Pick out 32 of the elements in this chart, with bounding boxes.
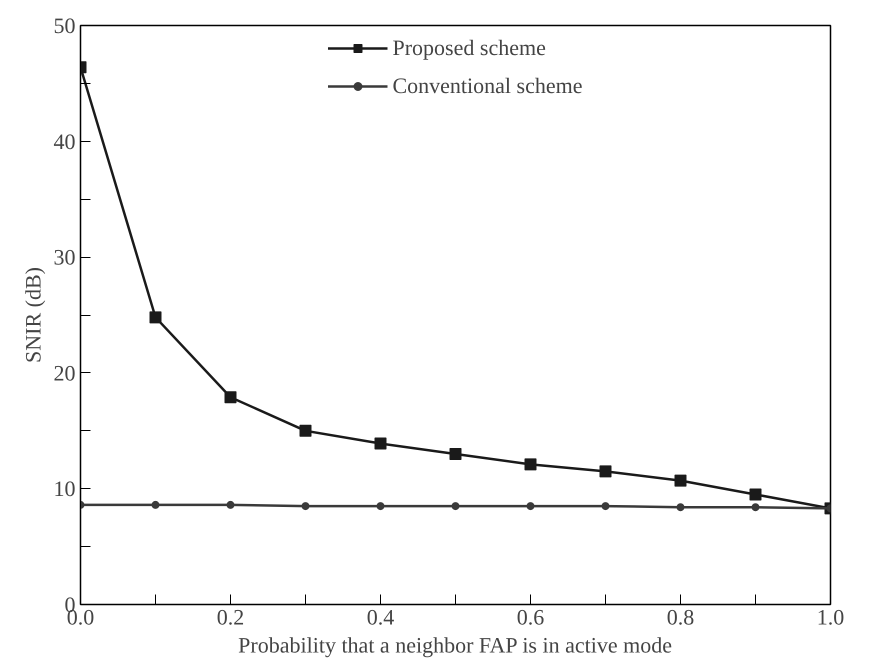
point xyxy=(226,500,234,509)
point xyxy=(150,311,162,324)
legend-label: Proposed scheme xyxy=(392,35,546,61)
point xyxy=(526,502,534,510)
point xyxy=(600,465,612,478)
point xyxy=(376,502,384,510)
point xyxy=(602,502,610,510)
point xyxy=(450,448,462,460)
point xyxy=(674,474,686,487)
y-tick-label: 20 xyxy=(54,360,76,386)
point xyxy=(524,458,536,470)
y-tick-label: 10 xyxy=(54,476,76,502)
y-tick-label: 40 xyxy=(54,128,76,154)
point xyxy=(302,502,310,510)
point xyxy=(374,438,386,450)
x-tick-label: 1.0 xyxy=(816,604,844,630)
legend-label: Conventional scheme xyxy=(392,73,583,99)
point xyxy=(300,424,312,437)
x-axis-title: Probability that a neighbor FAP is in active mode xyxy=(238,632,672,658)
x-tick-label: 0.2 xyxy=(216,604,244,630)
x-tick-label: 0.8 xyxy=(666,604,694,630)
y-tick-label: 30 xyxy=(54,244,76,270)
point xyxy=(224,391,236,404)
point xyxy=(152,500,160,509)
point xyxy=(750,488,762,500)
point xyxy=(452,502,460,510)
y-tick-label: 50 xyxy=(54,13,76,38)
x-tick-label: 0.6 xyxy=(516,604,544,630)
point xyxy=(676,503,684,512)
y-axis-title: SNIR (dB) xyxy=(20,267,46,363)
point xyxy=(752,503,760,512)
x-tick-label: 0.4 xyxy=(366,604,394,630)
